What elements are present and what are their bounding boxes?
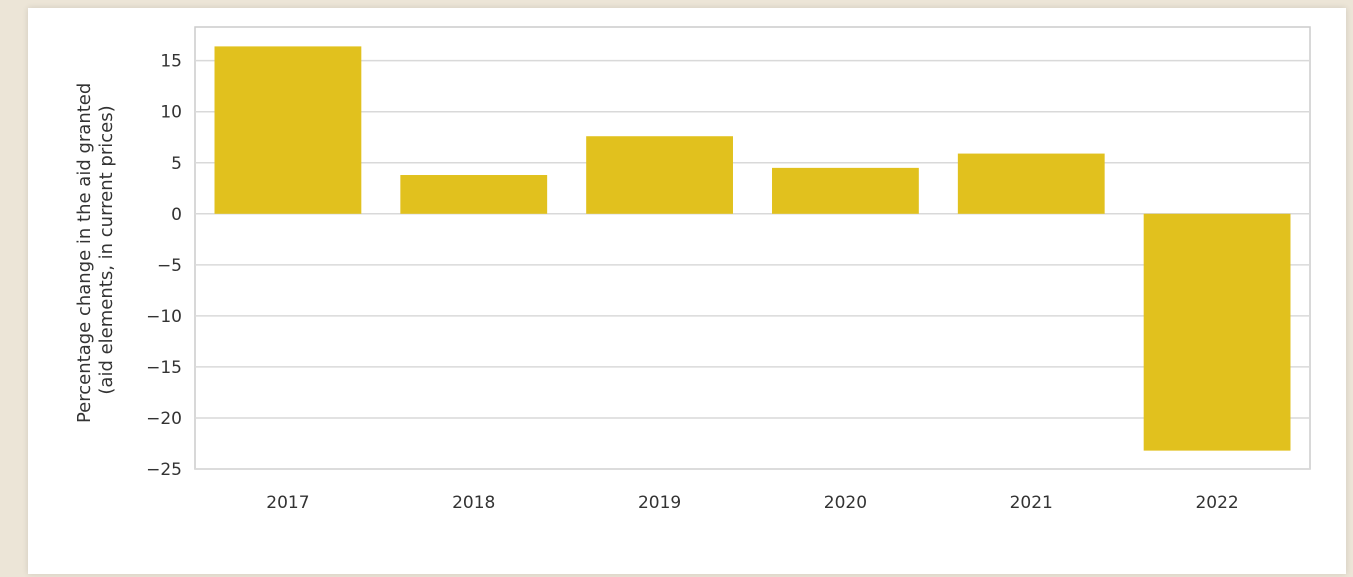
- y-axis-title-line-1: Percentage change in the aid granted: [74, 83, 95, 423]
- bar-2017: [214, 46, 362, 214]
- y-tick-label: 5: [171, 154, 182, 174]
- x-tick-label: 2017: [266, 493, 309, 513]
- x-tick-label: 2018: [452, 493, 495, 513]
- bar-2020: [772, 167, 919, 214]
- y-tick-label: −20: [146, 409, 182, 429]
- y-tick-labels: 15 10 5 0 −5 −10 −15 −20 −25: [146, 52, 182, 480]
- y-tick-label: 15: [160, 52, 182, 72]
- bar-2022: [1143, 213, 1291, 451]
- bar-2021: [957, 153, 1105, 214]
- x-tick-label: 2022: [1195, 493, 1238, 513]
- plot-frame: [194, 26, 1311, 470]
- bars: [214, 46, 1291, 451]
- bar-2019: [586, 136, 733, 214]
- x-tick-labels: 2017 2018 2019 2020 2021 2022: [266, 493, 1238, 513]
- y-tick-label: 0: [171, 205, 182, 225]
- bar-2018: [400, 175, 548, 214]
- y-tick-label: −15: [146, 358, 182, 378]
- y-tick-label: −25: [146, 460, 182, 480]
- y-tick-label: 10: [160, 103, 182, 123]
- grid-lines: [195, 59, 1310, 470]
- x-tick-label: 2021: [1010, 493, 1053, 513]
- x-tick-label: 2019: [638, 493, 681, 513]
- y-tick-label: −5: [157, 256, 182, 276]
- y-axis-title-line-2: (aid elements, in current prices): [96, 105, 117, 394]
- x-tick-label: 2020: [824, 493, 867, 513]
- y-tick-label: −10: [146, 307, 182, 327]
- y-axis-title: Percentage change in the aid granted (ai…: [74, 77, 117, 423]
